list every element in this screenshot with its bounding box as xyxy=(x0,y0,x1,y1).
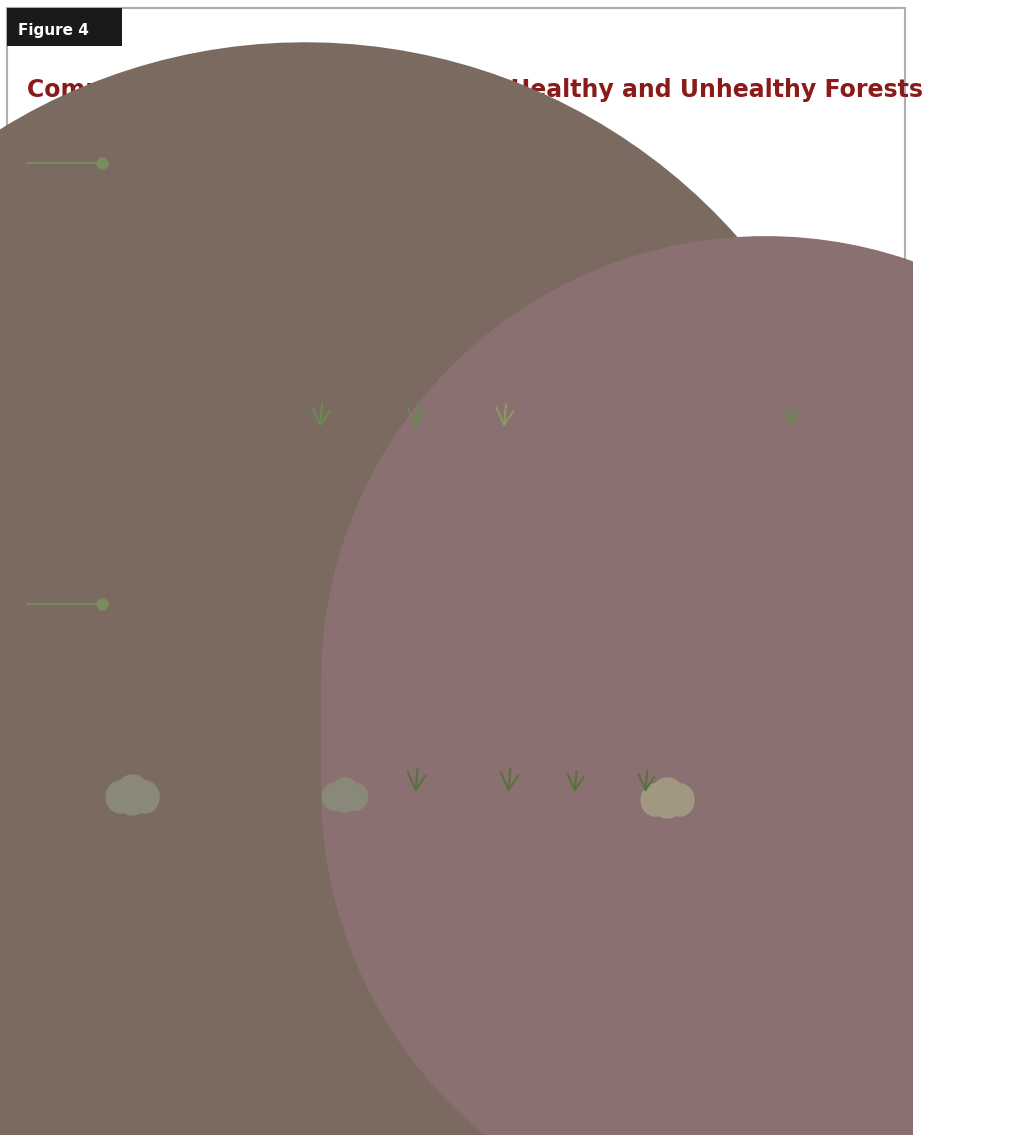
Text: LAO: LAO xyxy=(815,1087,849,1105)
Circle shape xyxy=(115,775,151,815)
FancyBboxPatch shape xyxy=(761,766,769,790)
Polygon shape xyxy=(246,241,337,386)
Polygon shape xyxy=(408,207,539,387)
Polygon shape xyxy=(697,293,718,342)
Circle shape xyxy=(650,777,685,818)
Circle shape xyxy=(666,784,695,816)
FancyBboxPatch shape xyxy=(542,753,555,790)
Polygon shape xyxy=(261,217,322,346)
FancyBboxPatch shape xyxy=(7,8,905,1127)
Circle shape xyxy=(131,781,159,813)
Polygon shape xyxy=(600,676,655,759)
Polygon shape xyxy=(685,306,730,363)
Polygon shape xyxy=(350,624,438,755)
FancyBboxPatch shape xyxy=(7,8,122,47)
Text: •  Smaller and less intense wildfires.: • Smaller and less intense wildfires. xyxy=(27,496,280,510)
Polygon shape xyxy=(379,581,408,683)
FancyBboxPatch shape xyxy=(233,760,244,790)
Polygon shape xyxy=(372,305,389,342)
FancyBboxPatch shape xyxy=(299,756,311,790)
Polygon shape xyxy=(141,730,203,790)
Polygon shape xyxy=(728,309,829,424)
Text: •  Increased risk of severe forest fires.: • Increased risk of severe forest fires. xyxy=(27,864,292,878)
FancyBboxPatch shape xyxy=(167,764,178,790)
Text: ▲: ▲ xyxy=(863,1098,871,1108)
Polygon shape xyxy=(362,314,398,359)
Polygon shape xyxy=(590,234,656,352)
FancyBboxPatch shape xyxy=(622,758,634,790)
Polygon shape xyxy=(688,678,709,726)
Polygon shape xyxy=(364,603,423,718)
FancyBboxPatch shape xyxy=(189,393,200,424)
FancyBboxPatch shape xyxy=(466,753,479,790)
Polygon shape xyxy=(231,264,353,424)
Polygon shape xyxy=(165,323,224,397)
Circle shape xyxy=(641,784,670,816)
Polygon shape xyxy=(457,628,489,714)
Polygon shape xyxy=(152,718,193,771)
FancyBboxPatch shape xyxy=(772,388,784,424)
Polygon shape xyxy=(607,212,640,316)
Text: •  Protected and potentially increased water supply.: • Protected and potentially increased wa… xyxy=(27,580,388,594)
Text: •  Greater mitigation against climate change.: • Greater mitigation against climate cha… xyxy=(27,552,344,566)
Polygon shape xyxy=(674,319,741,385)
Polygon shape xyxy=(677,691,719,748)
Polygon shape xyxy=(614,658,642,728)
Text: Sporadic small trees and brush, comparatively more large and older trees, 40-60 : Sporadic small trees and brush, comparat… xyxy=(27,460,826,476)
Polygon shape xyxy=(441,650,506,751)
Polygon shape xyxy=(496,667,601,790)
Text: •  Threats to water supply and quality, and to hydropower generation.: • Threats to water supply and quality, a… xyxy=(27,948,516,962)
Polygon shape xyxy=(667,704,731,770)
Text: Prevalent small trees and brush, comparatively fewer large and older trees, 100-: Prevalent small trees and brush, compara… xyxy=(27,829,859,843)
FancyBboxPatch shape xyxy=(387,750,400,790)
Text: Figure 4: Figure 4 xyxy=(18,23,89,37)
Text: UNHEALTHY: UNHEALTHY xyxy=(114,597,215,612)
FancyBboxPatch shape xyxy=(376,351,385,375)
Polygon shape xyxy=(424,184,522,348)
Polygon shape xyxy=(151,340,238,424)
Polygon shape xyxy=(180,306,209,369)
Polygon shape xyxy=(457,138,489,271)
Polygon shape xyxy=(162,707,183,750)
Polygon shape xyxy=(335,645,452,790)
Circle shape xyxy=(322,783,347,810)
Circle shape xyxy=(106,781,134,813)
Polygon shape xyxy=(277,194,308,306)
Polygon shape xyxy=(575,255,673,388)
Polygon shape xyxy=(530,619,566,709)
Circle shape xyxy=(344,783,367,810)
Text: HEALTHY: HEALTHY xyxy=(114,155,190,170)
Polygon shape xyxy=(558,277,688,424)
Text: •  Less resilient forests, large numbers of dead trees.: • Less resilient forests, large numbers … xyxy=(27,892,396,906)
Text: •  Increased forest resilience to pests, drought, and disease.: • Increased forest resilience to pests, … xyxy=(27,524,446,538)
FancyBboxPatch shape xyxy=(464,375,482,424)
Polygon shape xyxy=(424,673,522,790)
Text: •  Loss of carbon sequestration benefits, potential increase in emissions.: • Loss of carbon sequestration benefits,… xyxy=(27,920,533,934)
Polygon shape xyxy=(441,161,506,310)
Polygon shape xyxy=(514,644,583,750)
Text: Comparing the Potential Impacts of Healthy and Unhealthy Forests: Comparing the Potential Impacts of Healt… xyxy=(27,78,923,102)
Polygon shape xyxy=(391,229,555,424)
Circle shape xyxy=(330,777,360,812)
Polygon shape xyxy=(762,263,795,348)
FancyBboxPatch shape xyxy=(702,358,713,385)
Polygon shape xyxy=(353,325,408,375)
FancyBboxPatch shape xyxy=(617,385,630,424)
Polygon shape xyxy=(744,286,812,387)
FancyBboxPatch shape xyxy=(285,382,299,424)
Polygon shape xyxy=(586,696,670,790)
FancyBboxPatch shape xyxy=(694,745,704,770)
